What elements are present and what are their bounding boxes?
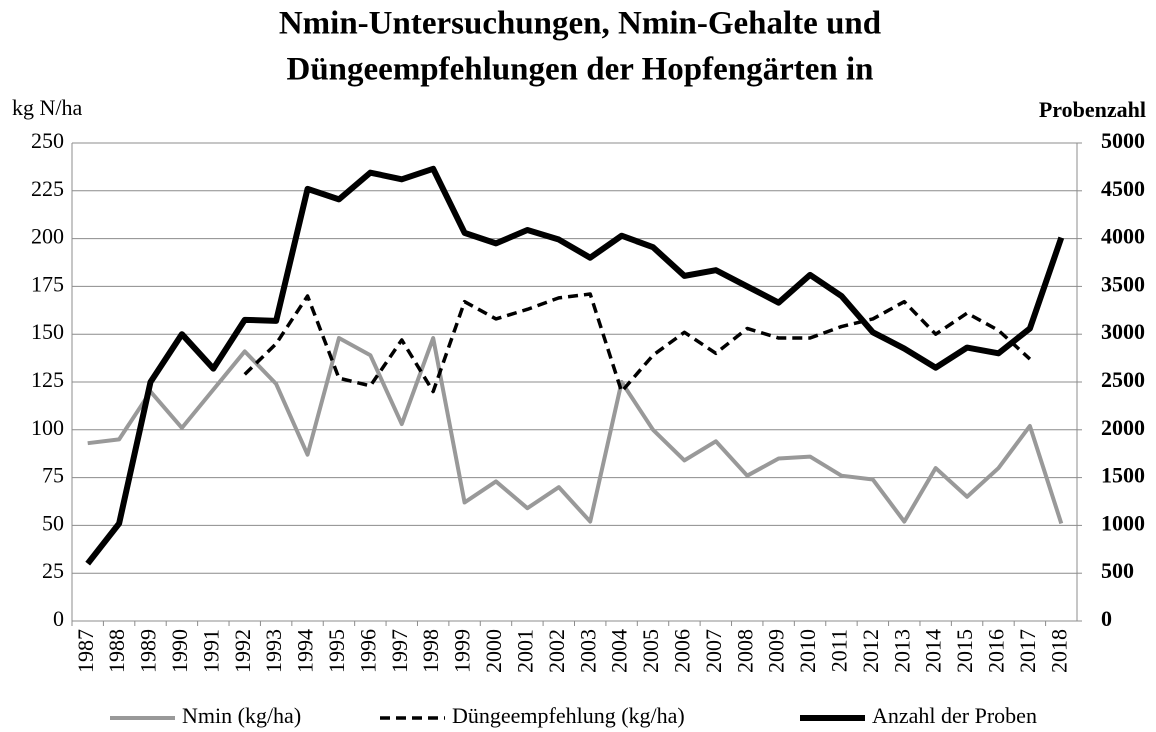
x-tick-label: 2006 bbox=[669, 629, 694, 673]
legend-label: Nmin (kg/ha) bbox=[182, 703, 301, 728]
x-tick-label: 2009 bbox=[764, 629, 789, 673]
x-tick-label: 2018 bbox=[1046, 629, 1071, 673]
y-tick-label: 225 bbox=[31, 176, 64, 201]
x-tick-label: 2013 bbox=[889, 629, 914, 673]
x-tick-label: 2007 bbox=[701, 629, 726, 673]
x-tick-label: 1995 bbox=[324, 629, 349, 673]
y-tick-label: 50 bbox=[42, 510, 64, 535]
x-tick-label: 2011 bbox=[827, 629, 852, 672]
legend-label: Anzahl der Proben bbox=[872, 703, 1037, 728]
x-tick-label: 1997 bbox=[387, 629, 412, 673]
y-tick-label: 100 bbox=[31, 415, 64, 440]
y2-tick-label: 500 bbox=[1101, 558, 1134, 583]
x-tick-label: 1999 bbox=[450, 629, 475, 673]
chart-title: Düngeempfehlungen der Hopfengärten in bbox=[286, 52, 873, 88]
x-tick-label: 1988 bbox=[104, 629, 129, 673]
x-tick-label: 2012 bbox=[858, 629, 883, 673]
x-tick-label: 2010 bbox=[795, 629, 820, 673]
chart-title: Nmin-Untersuchungen, Nmin-Gehalte und bbox=[279, 6, 881, 42]
x-tick-label: 1989 bbox=[136, 629, 161, 673]
x-tick-label: 2014 bbox=[921, 629, 946, 673]
x-tick-label: 2005 bbox=[638, 629, 663, 673]
y2-tick-label: 3500 bbox=[1101, 271, 1145, 296]
y2-tick-label: 2000 bbox=[1101, 415, 1145, 440]
x-tick-label: 1998 bbox=[418, 629, 443, 673]
y-tick-label: 175 bbox=[31, 271, 64, 296]
x-tick-label: 2015 bbox=[952, 629, 977, 673]
x-tick-label: 2003 bbox=[575, 629, 600, 673]
series-line bbox=[87, 336, 1064, 525]
x-tick-label: 2016 bbox=[984, 629, 1009, 673]
y2-tick-label: 2500 bbox=[1101, 367, 1145, 392]
y-tick-label: 200 bbox=[31, 224, 64, 249]
y2-tick-label: 5000 bbox=[1101, 128, 1145, 153]
x-tick-label: 2004 bbox=[607, 629, 632, 673]
y-tick-label: 150 bbox=[31, 319, 64, 344]
y-tick-label: 125 bbox=[31, 367, 64, 392]
series-line bbox=[85, 165, 1065, 566]
x-tick-label: 2008 bbox=[732, 629, 757, 673]
series-line bbox=[243, 292, 1032, 394]
y-tick-label: 250 bbox=[31, 128, 64, 153]
y-axis-label: kg N/ha bbox=[12, 95, 83, 120]
x-tick-label: 1992 bbox=[230, 629, 255, 673]
x-tick-label: 1990 bbox=[167, 629, 192, 673]
x-tick-label: 1991 bbox=[198, 629, 223, 673]
y2-tick-label: 0 bbox=[1101, 606, 1112, 631]
x-tick-label: 1987 bbox=[73, 629, 98, 673]
y2-tick-label: 1500 bbox=[1101, 463, 1145, 488]
y-tick-label: 25 bbox=[42, 558, 64, 583]
x-tick-label: 2000 bbox=[481, 629, 506, 673]
y2-tick-label: 3000 bbox=[1101, 319, 1145, 344]
x-tick-label: 2017 bbox=[1015, 629, 1040, 673]
y2-tick-label: 4000 bbox=[1101, 224, 1145, 249]
legend-label: Düngeempfehlung (kg/ha) bbox=[452, 703, 685, 728]
y2-tick-label: 4500 bbox=[1101, 176, 1145, 201]
y-tick-label: 0 bbox=[53, 606, 64, 631]
y2-axis-label: Probenzahl bbox=[1039, 97, 1146, 122]
x-tick-label: 2002 bbox=[544, 629, 569, 673]
x-tick-label: 1994 bbox=[293, 629, 318, 673]
y2-tick-label: 1000 bbox=[1101, 510, 1145, 535]
x-tick-label: 2001 bbox=[512, 629, 537, 673]
x-tick-label: 1993 bbox=[261, 629, 286, 673]
x-tick-label: 1996 bbox=[355, 629, 380, 673]
y-tick-label: 75 bbox=[42, 463, 64, 488]
